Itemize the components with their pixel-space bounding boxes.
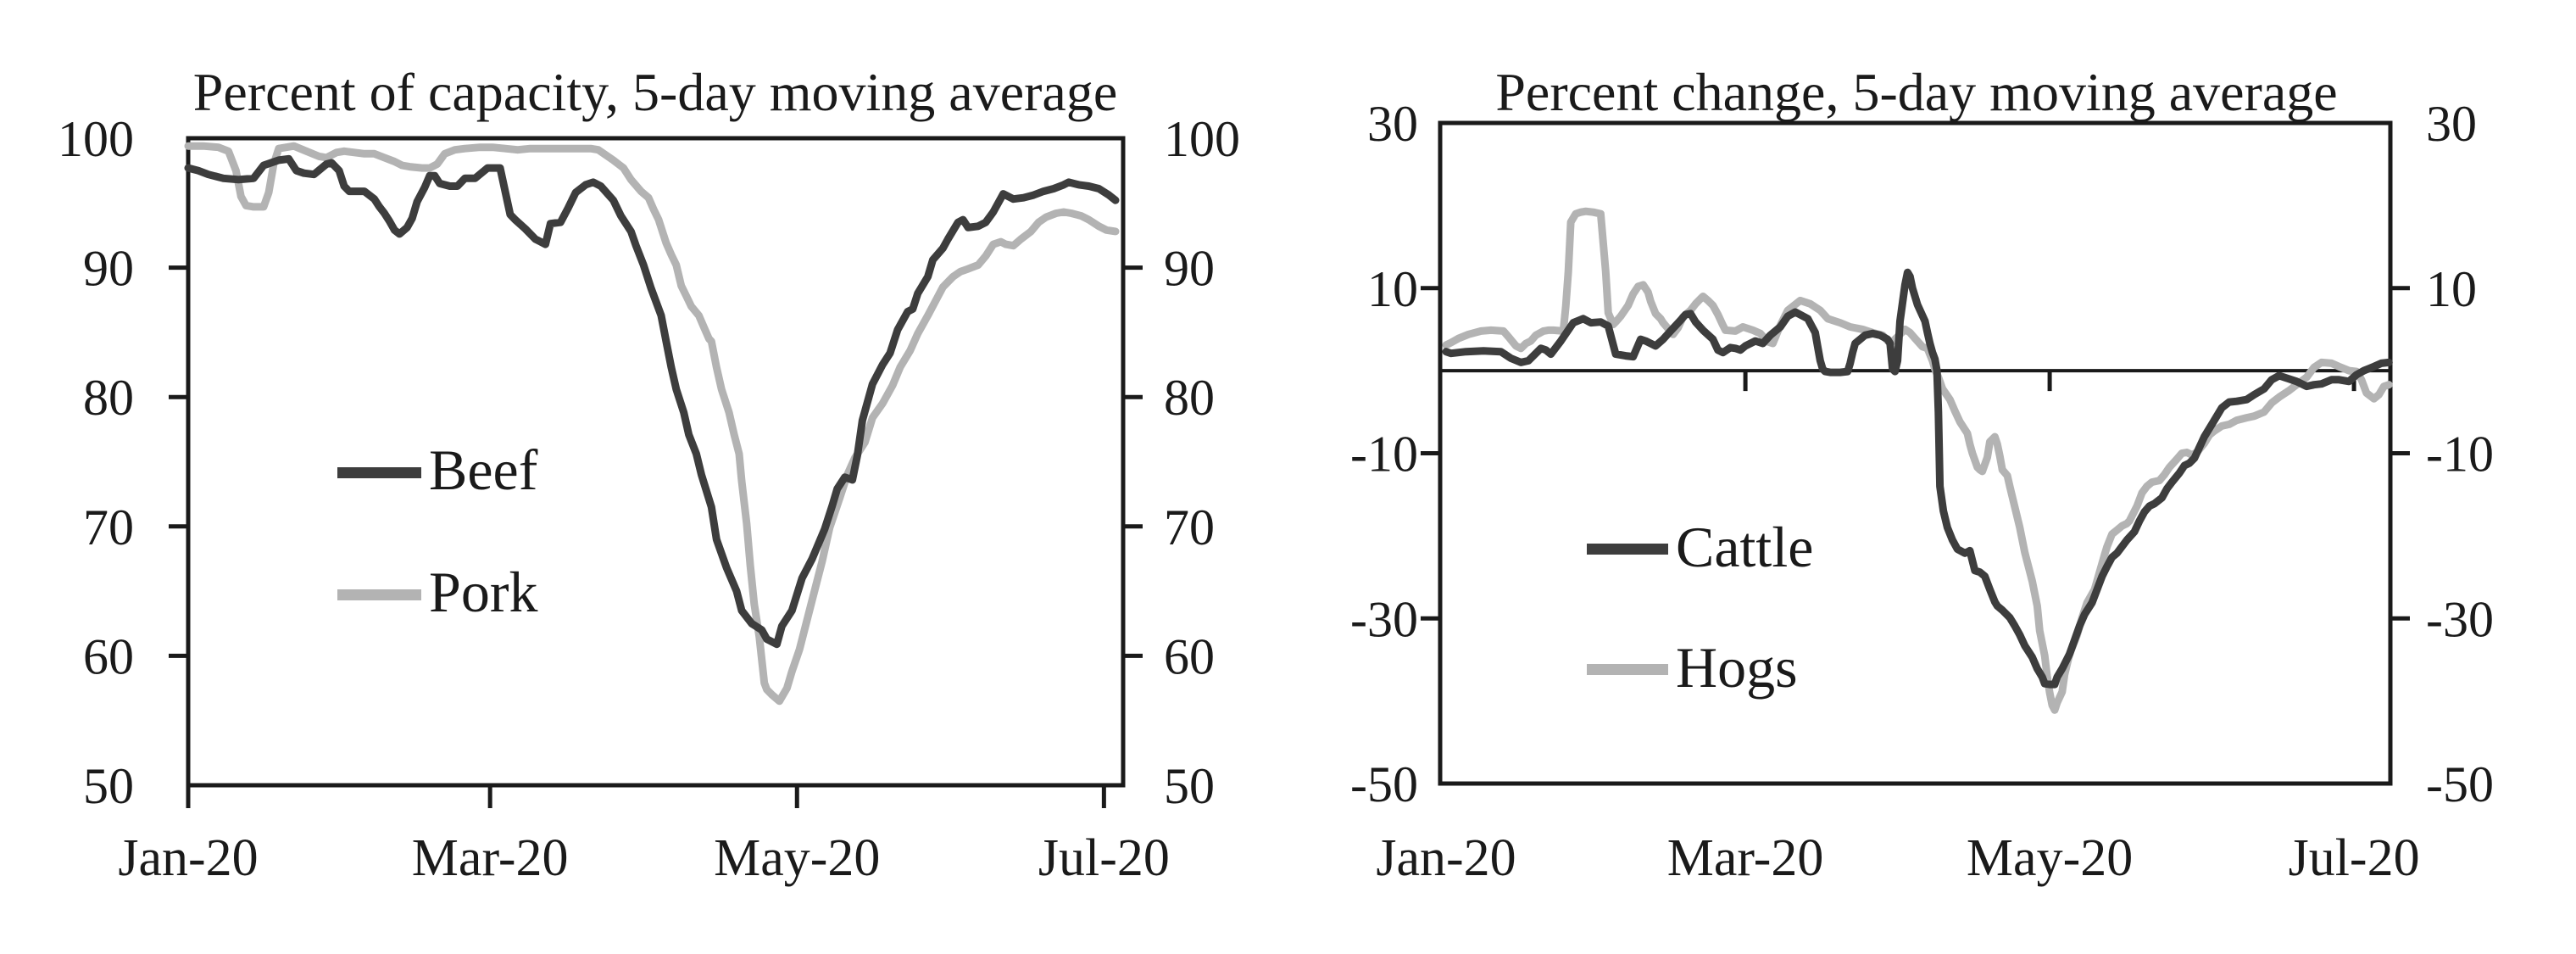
series-line-hogs	[1442, 207, 2393, 714]
y-axis-label-right: 70	[1164, 499, 1215, 555]
y-axis-label-right: 50	[1164, 758, 1215, 814]
x-axis-label: May-20	[1967, 829, 2133, 887]
chart-title: Percent of capacity, 5-day moving averag…	[193, 62, 1117, 122]
y-axis-label-left: 100	[58, 111, 134, 167]
y-axis-label-left: 60	[83, 628, 134, 684]
y-axis-label-left: 50	[83, 758, 134, 814]
y-axis-label-right: -30	[2426, 591, 2494, 647]
y-axis-label-left: 90	[83, 241, 134, 297]
legend-label-cattle: Cattle	[1676, 515, 1813, 579]
x-axis-label: Jan-20	[118, 829, 258, 887]
y-axis-label-left: -10	[1350, 427, 1418, 483]
x-axis-label: Mar-20	[412, 829, 569, 887]
chart-percent-of-capacity: 100 100 90 90 80 80 70 70 60 60 50 50 Jan-20 Mar-20 Ma…	[58, 62, 1240, 887]
y-axis-label-left: 80	[83, 370, 134, 426]
x-axis-label: Jul-20	[1038, 829, 1170, 887]
legend-swatch-cattle	[1587, 544, 1668, 555]
chart-percent-change: 30 30 10 10 -10 -10 -30 -30 -50 -50 Jan-20 Mar-20 Ma…	[1350, 62, 2494, 887]
series-line-beef	[184, 154, 1120, 649]
y-axis-label-right: 100	[1164, 111, 1240, 167]
y-axis-label-left: -50	[1350, 756, 1418, 812]
y-axis-label-right: 90	[1164, 241, 1215, 297]
plot-border	[186, 136, 1126, 788]
chart-title: Percent change, 5-day moving average	[1495, 62, 2337, 122]
legend: Beef Pork	[337, 438, 538, 624]
y-axis-label-right: -50	[2426, 756, 2494, 812]
series-line-cattle	[1442, 268, 2393, 689]
chart-plot-area: 100 100 90 90 80 80 70 70 60 60 50 50 Jan-20 Mar-20 Ma…	[58, 111, 1240, 887]
legend-label-beef: Beef	[429, 438, 538, 502]
y-axis-label-left: -30	[1350, 591, 1418, 647]
x-axis-label: May-20	[714, 829, 880, 887]
y-axis-label-right: 60	[1164, 628, 1215, 684]
series-line-pork	[184, 142, 1120, 706]
legend-label-pork: Pork	[429, 560, 537, 624]
plot-border	[1438, 120, 2393, 786]
legend-label-hogs: Hogs	[1676, 635, 1798, 700]
y-axis-label-right: 30	[2426, 96, 2477, 152]
chart-plot-area: 30 30 10 10 -10 -10 -30 -30 -50 -50 Jan-20 Mar-20 Ma…	[1350, 96, 2494, 887]
legend-swatch-hogs	[1587, 664, 1668, 675]
legend: Cattle Hogs	[1587, 515, 1813, 700]
x-axis-label: Jan-20	[1376, 829, 1516, 887]
y-axis-label-right: -10	[2426, 427, 2494, 483]
x-axis-label: Mar-20	[1667, 829, 1824, 887]
y-axis-label-left: 10	[1367, 261, 1418, 317]
x-axis-label: Jul-20	[2289, 829, 2420, 887]
y-axis-label-left: 70	[83, 499, 134, 555]
legend-swatch-beef	[337, 467, 421, 478]
legend-swatch-pork	[337, 589, 421, 600]
y-axis-label-right: 80	[1164, 370, 1215, 426]
y-axis-label-left: 30	[1367, 96, 1418, 152]
y-axis-label-right: 10	[2426, 261, 2477, 317]
